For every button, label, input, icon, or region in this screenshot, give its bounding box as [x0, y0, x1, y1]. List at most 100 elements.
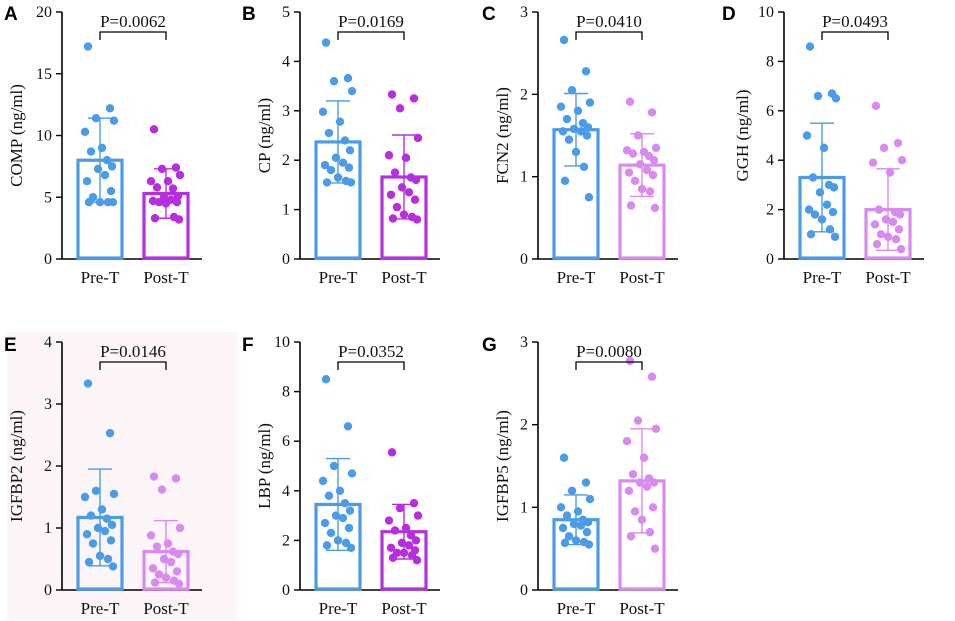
data-point — [387, 90, 397, 99]
data-point — [649, 156, 659, 165]
data-point — [569, 124, 579, 134]
data-point — [637, 184, 647, 194]
data-point — [157, 164, 167, 174]
data-point — [106, 536, 116, 545]
x-category-label: Pre-T — [557, 268, 596, 287]
data-point — [584, 193, 594, 202]
data-point — [635, 160, 645, 169]
data-point — [345, 506, 355, 515]
data-point — [161, 573, 171, 582]
panel-D: D 0 2 4 6 8 10 GGH (ng/ml) Pre-T Post-T P=0.0493 — [722, 4, 924, 287]
data-point — [171, 474, 181, 483]
data-point — [642, 482, 652, 491]
data-point — [108, 562, 118, 571]
data-point — [582, 527, 592, 537]
data-point — [562, 114, 572, 124]
y-tick-label: 2 — [766, 202, 774, 219]
data-point — [874, 205, 884, 214]
data-point — [82, 176, 92, 186]
data-point — [630, 507, 640, 516]
data-point — [894, 225, 904, 234]
data-point — [395, 503, 405, 513]
data-point — [335, 486, 345, 495]
data-point — [154, 197, 164, 207]
data-point — [174, 579, 184, 588]
panel-letter: E — [4, 335, 17, 356]
panel-C: C 0 1 2 3 FCN2 (ng/ml) Pre-T Post-T P=0.0410 — [482, 4, 678, 287]
data-point — [86, 511, 96, 520]
p-value-label: P=0.0146 — [100, 342, 166, 361]
data-point — [174, 215, 184, 224]
data-point — [397, 183, 407, 192]
data-point — [813, 91, 823, 101]
data-point — [895, 210, 905, 219]
x-category-label: Pre-T — [557, 599, 596, 618]
x-category-label: Post-T — [381, 599, 427, 618]
data-point — [830, 232, 840, 241]
x-category-label: Post-T — [619, 599, 665, 618]
data-point — [390, 526, 400, 535]
y-tick-label: 2 — [520, 86, 528, 103]
y-tick-label: 8 — [766, 53, 774, 70]
data-point — [346, 543, 356, 553]
data-point — [649, 478, 659, 487]
data-point — [108, 197, 118, 207]
panel-A: A 0 5 10 15 20 COMP (ng/ml) Pre-T Post-T P=0.0062 — [4, 4, 202, 287]
data-point — [581, 478, 591, 487]
data-point — [97, 505, 107, 514]
data-point — [868, 158, 878, 167]
y-tick-label: 0 — [282, 251, 290, 268]
data-point — [399, 548, 409, 557]
data-point — [585, 98, 595, 107]
data-point — [635, 478, 645, 487]
data-point — [564, 532, 574, 541]
panel-B: B 0 1 2 3 4 5 CP (ng/ml) Pre-T Post-T P=0.0169 — [242, 4, 440, 287]
data-point — [896, 244, 906, 254]
data-point — [329, 461, 339, 471]
data-point — [560, 538, 570, 548]
data-point — [628, 470, 638, 479]
data-point — [320, 518, 330, 528]
y-tick-label: 1 — [520, 169, 528, 186]
p-value-label: P=0.0080 — [576, 342, 642, 361]
data-point — [876, 230, 886, 239]
data-point — [573, 507, 583, 516]
data-point — [331, 153, 341, 162]
data-point — [581, 67, 591, 76]
data-point — [897, 156, 907, 165]
data-point — [576, 521, 586, 530]
data-point — [333, 536, 343, 545]
x-category-label: Post-T — [143, 268, 189, 287]
data-point — [633, 416, 643, 425]
data-point — [384, 516, 394, 525]
data-point — [83, 379, 93, 388]
data-point — [384, 151, 394, 160]
data-point — [102, 156, 112, 165]
data-point — [175, 523, 185, 533]
data-point — [556, 503, 566, 512]
data-point — [558, 523, 568, 533]
data-point — [83, 42, 93, 51]
y-axis-label: IGFBP5 (ng/ml) — [493, 410, 512, 522]
data-point — [651, 424, 661, 433]
data-point — [84, 197, 94, 207]
data-point — [321, 38, 331, 47]
data-point — [645, 527, 655, 537]
data-point — [583, 123, 593, 132]
data-point — [584, 540, 594, 549]
data-point — [107, 162, 117, 171]
y-tick-label: 0 — [766, 251, 774, 268]
data-point — [322, 541, 332, 550]
data-point — [106, 186, 116, 196]
data-point — [97, 143, 107, 153]
panel-letter: A — [4, 4, 18, 25]
data-point — [585, 494, 595, 504]
y-tick-label: 4 — [44, 334, 52, 351]
x-category-label: Pre-T — [81, 268, 120, 287]
data-point — [559, 453, 569, 462]
data-point — [582, 131, 592, 140]
data-point — [324, 491, 334, 500]
data-point — [870, 220, 880, 229]
data-point — [650, 544, 660, 553]
data-point — [560, 176, 570, 185]
